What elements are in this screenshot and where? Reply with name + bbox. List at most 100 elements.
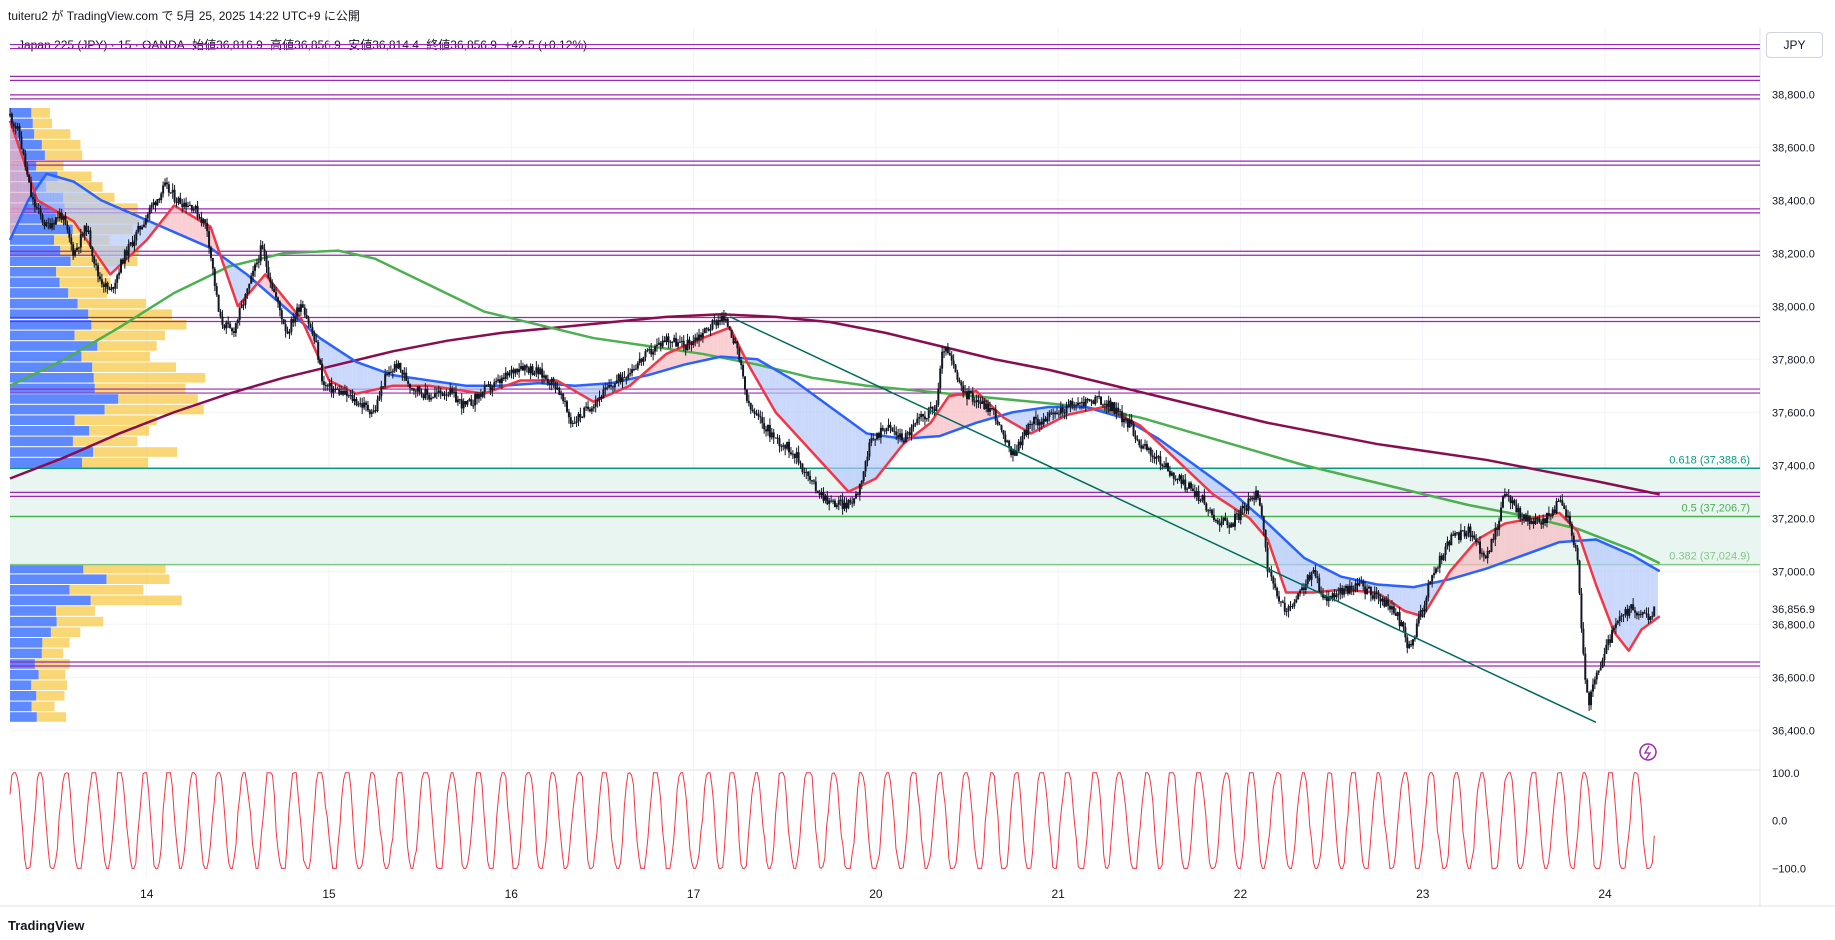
- candle-body: [376, 399, 379, 412]
- candle-body: [1115, 407, 1118, 414]
- candle-body: [1270, 571, 1273, 577]
- ema-cloud-segment: [53, 175, 58, 212]
- candle-body: [985, 403, 988, 410]
- candle-body: [495, 381, 498, 383]
- candle-body: [935, 404, 938, 411]
- candle-body: [380, 386, 383, 397]
- candle-body: [229, 323, 232, 329]
- ema-cloud-segment: [1636, 557, 1640, 639]
- candle-body: [357, 404, 360, 406]
- volume-profile-bar: [10, 171, 58, 182]
- candle-body: [1128, 419, 1131, 428]
- candle-body: [340, 390, 343, 395]
- candle-body: [575, 421, 578, 423]
- candle-body: [923, 416, 926, 420]
- candle-body: [552, 378, 555, 382]
- currency-button[interactable]: JPY: [1766, 32, 1823, 58]
- candle-body: [188, 204, 191, 206]
- ema-cloud-segment: [1599, 541, 1604, 604]
- candle-body: [1264, 529, 1267, 548]
- volume-profile-bar: [10, 585, 70, 595]
- candle-body: [68, 229, 71, 238]
- candle-body: [139, 225, 142, 230]
- candle-body: [1580, 593, 1583, 629]
- candle-body: [1557, 500, 1560, 502]
- volume-profile-bar: [104, 404, 204, 415]
- candle-body: [1477, 541, 1480, 543]
- candle-body: [1480, 552, 1483, 554]
- candle-body: [93, 256, 96, 264]
- candle-body: [853, 498, 856, 504]
- x-axis-tick: 17: [687, 887, 701, 901]
- ema-cloud-segment: [367, 365, 371, 392]
- ema-cloud-segment: [1049, 406, 1053, 425]
- candle-body: [125, 250, 128, 256]
- ema-cloud-segment: [786, 376, 791, 429]
- ema-cloud-segment: [710, 333, 714, 359]
- candle-body: [311, 327, 314, 335]
- candle-body: [483, 385, 486, 393]
- candle-body: [1113, 402, 1116, 414]
- volume-profile-bar: [10, 574, 107, 584]
- ema-cloud-segment: [363, 364, 368, 393]
- ema-cloud-segment: [1019, 410, 1024, 430]
- candle-body: [1647, 613, 1650, 620]
- ema-cloud-segment: [10, 120, 14, 240]
- candle-body: [359, 403, 362, 405]
- volume-profile-bar: [89, 426, 149, 436]
- candle-body: [1201, 495, 1204, 501]
- candle-body: [1570, 523, 1573, 536]
- candle-body: [1616, 621, 1619, 624]
- volume-profile-bar: [10, 351, 82, 362]
- candle-body: [409, 383, 412, 389]
- candle-body: [164, 182, 167, 186]
- candle-body: [619, 374, 622, 382]
- volume-profile-bar: [10, 627, 51, 637]
- candle-body: [1203, 495, 1206, 504]
- candle-body: [1534, 517, 1537, 525]
- candle-body: [1500, 507, 1503, 521]
- tradingview-logo[interactable]: TradingView: [8, 918, 85, 933]
- candle-body: [1050, 412, 1053, 414]
- candle-body: [543, 375, 546, 378]
- candle-body: [403, 372, 406, 375]
- candle-body: [123, 250, 126, 264]
- candle-body: [590, 408, 593, 412]
- candle-body: [1630, 604, 1633, 609]
- volume-profile-bar: [93, 447, 178, 457]
- candle-body: [956, 372, 959, 380]
- candle-body: [554, 381, 557, 390]
- ema-cloud-segment: [957, 393, 962, 430]
- candle-body: [944, 346, 947, 352]
- candle-body: [893, 431, 896, 433]
- candle-body: [1218, 523, 1221, 526]
- candle-body: [665, 336, 668, 343]
- candle-body: [192, 209, 195, 211]
- candle-body: [535, 367, 538, 374]
- ema-cloud-segment: [341, 352, 346, 389]
- price-chart[interactable]: 0.618 (37,388.6) 0.5 (37,206.7) 0.382 (37,…: [0, 0, 1835, 910]
- ema-cloud-segment: [1213, 478, 1217, 497]
- ema-cloud-segment: [1293, 547, 1297, 593]
- ema-cloud-segment: [793, 380, 798, 437]
- candle-body: [401, 369, 404, 375]
- ema-cloud-segment: [177, 207, 182, 236]
- candle-body: [562, 393, 565, 401]
- candle-body: [1345, 586, 1348, 589]
- volume-profile-bar: [10, 606, 56, 616]
- ema-cloud-segment: [1621, 550, 1626, 647]
- candle-body: [246, 288, 249, 294]
- ema-cloud-segment: [1552, 513, 1556, 545]
- ema-cloud-segment: [1326, 569, 1330, 592]
- candle-body: [810, 480, 813, 482]
- candle-body: [772, 432, 775, 438]
- candle-body: [1392, 606, 1395, 614]
- ema-cloud-segment: [1617, 548, 1622, 642]
- candle-body: [1170, 472, 1173, 476]
- ema-cloud-segment: [950, 395, 955, 433]
- volume-profile-bar: [83, 563, 166, 574]
- ema-cloud-segment: [662, 353, 667, 371]
- candle-body: [1178, 475, 1181, 480]
- volume-profile-bar: [69, 585, 144, 595]
- ema-cloud-segment: [203, 222, 207, 247]
